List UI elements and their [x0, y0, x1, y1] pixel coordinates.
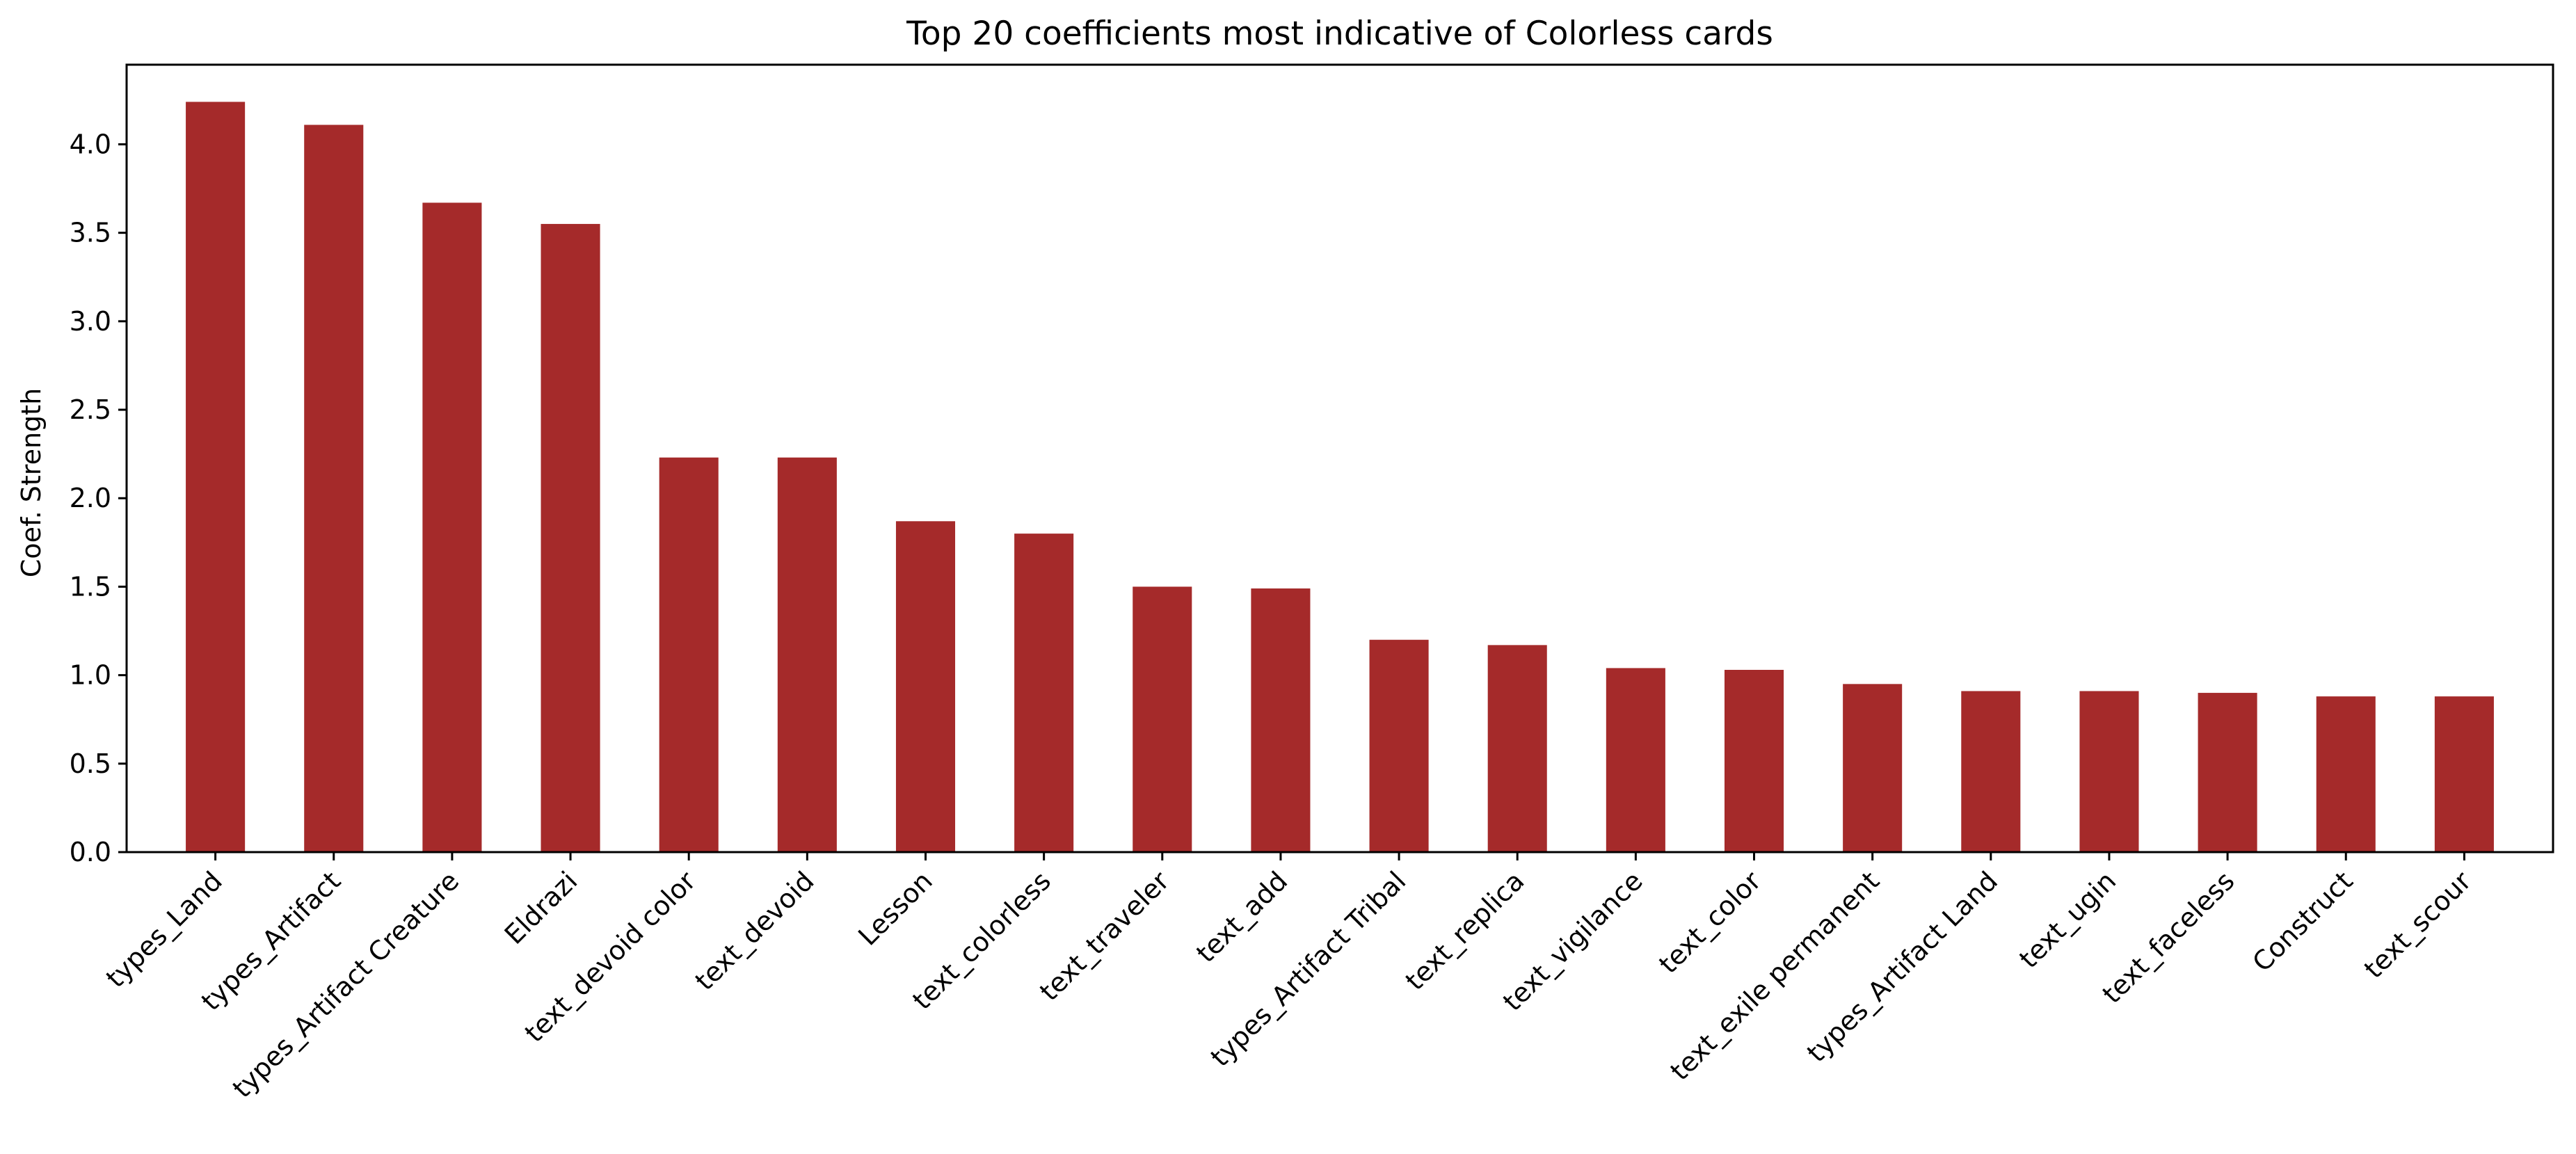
y-tick-label: 1.0 [70, 660, 111, 691]
bar [2079, 691, 2139, 852]
bar [1606, 668, 1665, 852]
bar [1133, 586, 1192, 852]
y-tick-label: 3.0 [70, 306, 111, 337]
bars-group [186, 102, 2494, 853]
bar [777, 457, 837, 852]
bar [2198, 693, 2257, 852]
y-tick-label: 0.5 [70, 748, 111, 779]
plot-area-frame [125, 63, 2554, 854]
y-axis-ticks: 0.0 0.5 1.0 1.5 2.0 2.5 3.0 3.5 4.0 [70, 129, 127, 867]
bar [186, 102, 246, 853]
bar [1014, 534, 1074, 852]
bar [1251, 588, 1311, 852]
bar [1724, 669, 1784, 852]
bar [1843, 684, 1903, 852]
y-tick-label: 3.5 [70, 218, 111, 248]
bar [422, 202, 482, 852]
bar [659, 457, 719, 852]
y-axis-label: Coef. Strength [16, 388, 47, 577]
bar [895, 521, 956, 852]
y-tick-label: 2.0 [70, 483, 111, 513]
bar [304, 125, 364, 853]
y-tick-label: 1.5 [70, 571, 111, 602]
y-tick-label: 4.0 [70, 129, 111, 159]
bar [541, 223, 600, 852]
bar [1487, 645, 1547, 852]
bar [2316, 696, 2376, 852]
bar [2434, 696, 2494, 852]
y-tick-label: 0.0 [70, 837, 111, 867]
y-tick-label: 2.5 [70, 394, 111, 425]
chart-title: Top 20 coefficients most indicative of C… [906, 15, 1773, 53]
bar [1369, 639, 1429, 852]
bar [1961, 691, 2021, 852]
